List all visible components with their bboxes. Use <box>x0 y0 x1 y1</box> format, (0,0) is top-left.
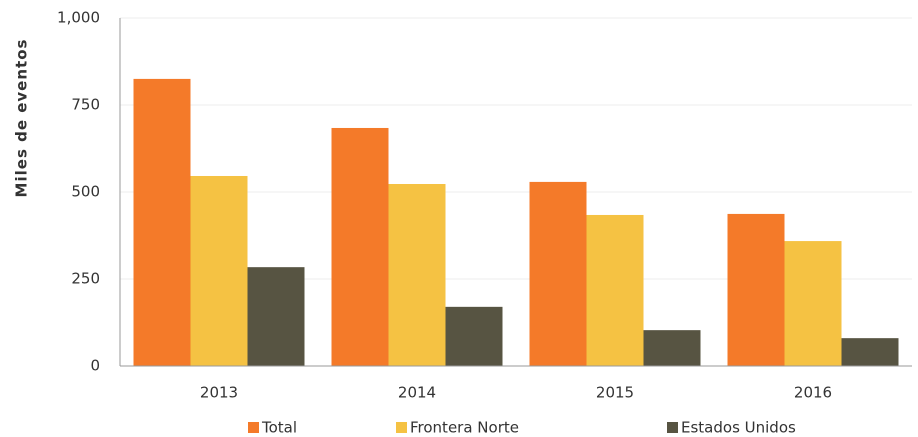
bar <box>727 213 785 366</box>
y-tick-label: 500 <box>71 183 100 201</box>
legend-swatch <box>396 422 407 433</box>
y-axis-label: Miles de eventos <box>13 39 31 198</box>
bar <box>586 214 644 366</box>
x-tick-label: 2013 <box>200 384 238 402</box>
bar <box>331 127 389 366</box>
bar <box>784 241 842 366</box>
y-tick-label: 0 <box>90 357 100 375</box>
bar <box>247 267 305 366</box>
legend-label: Frontera Norte <box>410 419 519 437</box>
bar <box>133 78 191 367</box>
bar <box>190 175 248 366</box>
x-tick-label: 2014 <box>398 384 436 402</box>
y-tick-label: 250 <box>71 270 100 288</box>
x-tick-label: 2015 <box>596 384 634 402</box>
bar <box>643 330 701 366</box>
bar <box>529 181 587 366</box>
legend-label: Total <box>261 419 297 437</box>
x-tick-label: 2016 <box>794 384 832 402</box>
bar <box>388 183 446 366</box>
bar <box>841 338 899 366</box>
y-tick-label: 750 <box>71 96 100 114</box>
bar <box>445 306 503 366</box>
legend-swatch <box>667 422 678 433</box>
y-tick-label: 1,000 <box>57 9 100 27</box>
legend-label: Estados Unidos <box>681 419 796 437</box>
legend-swatch <box>248 422 259 433</box>
